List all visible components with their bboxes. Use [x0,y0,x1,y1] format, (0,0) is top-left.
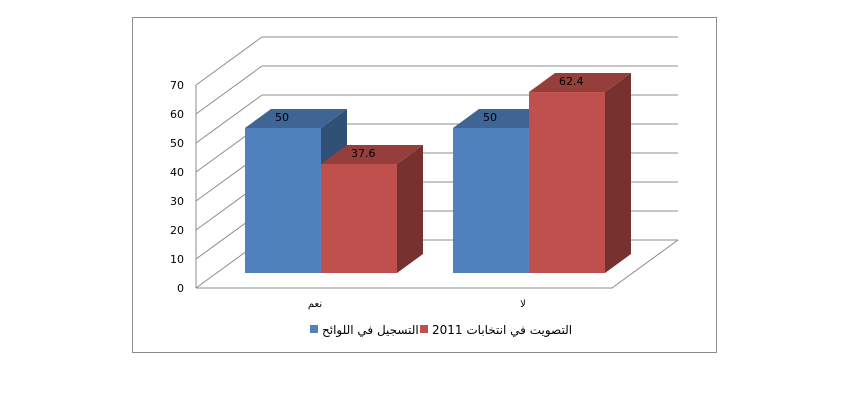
bar-top [245,109,347,128]
grid-depth-line [195,36,263,86]
bar [529,92,605,273]
x-tick-label: نعم [308,299,322,310]
bar-side [397,144,423,273]
y-tick-label: 20 [170,224,184,237]
bar [245,128,321,273]
legend-label: التسجيل في اللوائح [322,323,419,338]
bar [321,163,397,273]
y-tick-label: 30 [170,195,184,208]
legend-label: التصويت في انتخابات 2011 [432,323,572,338]
data-label: 50 [483,111,497,124]
y-tick-label: 40 [170,166,184,179]
data-label: 62.4 [559,75,584,88]
bar [453,128,529,273]
data-label: 50 [275,111,289,124]
y-tick-label: 50 [170,137,184,150]
x-tick-label: لا [520,299,526,310]
legend-swatch [420,325,428,333]
data-label: 37.6 [351,147,376,160]
grid-depth-line [195,65,263,115]
y-tick-label: 60 [170,108,184,121]
y-tick-label: 10 [170,253,184,266]
floor-outline [196,239,679,289]
y-tick-label: 0 [177,282,184,295]
bar-top [529,73,631,93]
bar-top [321,144,423,164]
grid-depth-line [195,94,263,144]
legend-swatch [310,325,318,333]
y-tick-label: 70 [170,79,184,92]
bar-side [605,73,631,273]
